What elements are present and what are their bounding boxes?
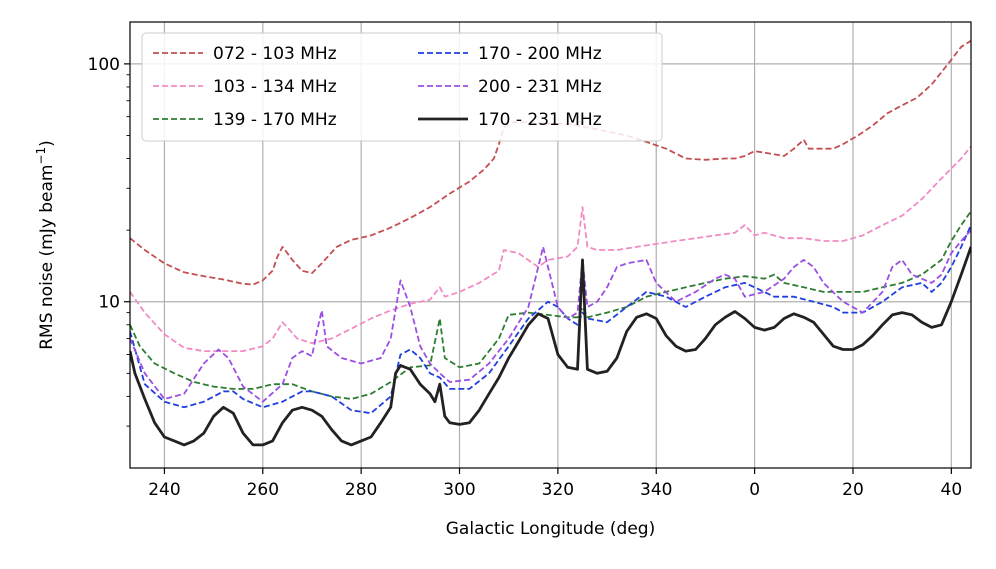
legend-label-4: 200 - 231 MHz [478, 77, 602, 97]
axis-ticks [124, 63, 952, 474]
x-tick-label-7: 20 [842, 480, 864, 500]
series-line-1 [130, 145, 971, 352]
plot-frame [129, 21, 972, 469]
legend: 072 - 103 MHz 103 - 134 MHz 139 - 170 MHz 1… [141, 32, 663, 142]
series-line-4 [130, 229, 971, 403]
x-tick-label-5: 340 [640, 480, 672, 500]
y-axis-label-main: RMS noise (mJy beam [37, 165, 57, 350]
series-line-3 [130, 224, 971, 415]
x-tick-label-2: 280 [345, 480, 377, 500]
series-lines [130, 40, 971, 447]
x-tick-label-8: 40 [941, 480, 963, 500]
legend-label-3: 170 - 200 MHz [478, 44, 602, 64]
y-axis-label-superscript: −1 [34, 147, 48, 165]
y-tick-label-0: 10 [98, 293, 120, 313]
x-axis-label: Galactic Longitude (deg) [446, 519, 655, 539]
y-axis-label: RMS noise (mJy beam−1) [34, 140, 57, 350]
x-tick-label-0: 240 [148, 480, 180, 500]
y-axis-label-close: ) [37, 140, 57, 147]
legend-label-5: 170 - 231 MHz [478, 110, 602, 130]
x-tick-label-1: 260 [247, 480, 279, 500]
x-tick-label-3: 300 [443, 480, 475, 500]
legend-label-0: 072 - 103 MHz [213, 44, 337, 64]
legend-label-1: 103 - 134 MHz [213, 77, 337, 97]
y-tick-labels: 10 100 [88, 55, 120, 313]
x-tick-label-6: 0 [749, 480, 760, 500]
x-tick-label-4: 320 [542, 480, 574, 500]
x-tick-labels: 240 260 280 300 320 340 0 20 40 [148, 480, 962, 500]
y-tick-label-1: 100 [88, 55, 120, 75]
series-line-0 [130, 40, 971, 286]
legend-box [141, 32, 663, 142]
series-line-5 [130, 246, 971, 447]
legend-label-2: 139 - 170 MHz [213, 110, 337, 130]
